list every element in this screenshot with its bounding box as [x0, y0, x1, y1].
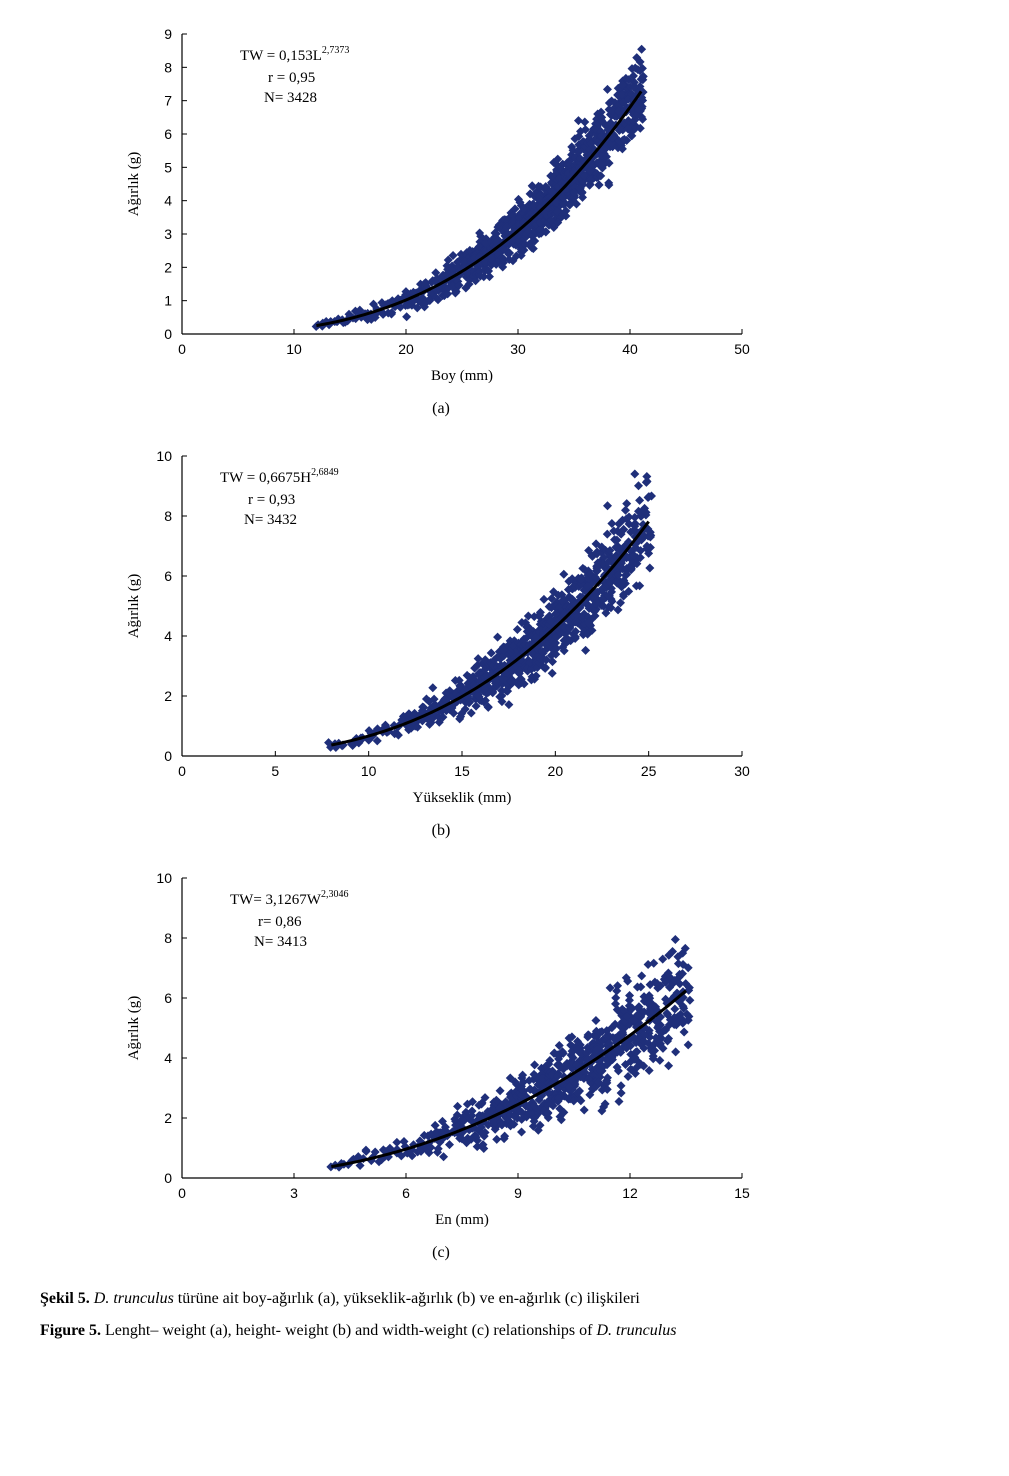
svg-text:r = 0,93: r = 0,93 [248, 492, 295, 508]
ytick-label: 10 [156, 870, 172, 886]
caption-tr-label: Şekil 5. [40, 1290, 90, 1307]
ytick-label: 4 [164, 193, 172, 209]
scatter-points [324, 469, 656, 751]
xtick-label: 0 [178, 1185, 186, 1201]
chart-sublabel-c: (c) [120, 1244, 762, 1262]
ytick-label: 6 [164, 990, 172, 1006]
xtick-label: 20 [548, 763, 564, 779]
ytick-label: 0 [164, 748, 172, 764]
caption-tr-species: D. trunculus [90, 1290, 174, 1307]
xtick-label: 3 [290, 1185, 298, 1201]
ytick-label: 4 [164, 1050, 172, 1066]
xtick-label: 0 [178, 341, 186, 357]
chart-sublabel-b: (b) [120, 822, 762, 840]
caption-en-species: D. trunculus [596, 1322, 676, 1339]
chart-c: 0 3 6 9 12 15 0 2 4 6 8 10 En (mm) Ağırlık (g) TW= 3,1… [120, 864, 762, 1236]
xtick-label: 10 [361, 763, 377, 779]
chart-sublabel-a: (a) [120, 400, 762, 418]
xtick-label: 15 [454, 763, 470, 779]
caption-tr-text: türüne ait boy-ağırlık (a), yükseklik-ağ… [174, 1290, 640, 1307]
scatter-points [326, 935, 694, 1172]
ytick-label: 3 [164, 226, 172, 242]
xtick-label: 5 [271, 763, 279, 779]
equation-annotation: TW = 0,6675H2,6849 r = 0,93 N= 3432 [220, 467, 339, 528]
x-axis-label: En (mm) [435, 1212, 489, 1228]
svg-text:TW = 0,6675H2,6849: TW = 0,6675H2,6849 [220, 467, 339, 486]
ytick-label: 2 [164, 688, 172, 704]
x-axis-label: Yükseklik (mm) [413, 790, 512, 806]
y-axis-label: Ağırlık (g) [126, 996, 142, 1061]
figure-caption: Şekil 5. D. trunculus türüne ait boy-ağı… [40, 1286, 969, 1343]
xtick-label: 6 [402, 1185, 410, 1201]
equation-annotation: TW= 3,1267W2,3046 r= 0,86 N= 3413 [230, 889, 348, 950]
ytick-label: 8 [164, 508, 172, 524]
xtick-label: 15 [734, 1185, 750, 1201]
equation-annotation: TW = 0,153L2,7373 r = 0,95 N= 3428 [240, 45, 349, 106]
ytick-label: 1 [164, 293, 172, 309]
xtick-label: 9 [514, 1185, 522, 1201]
svg-text:TW= 3,1267W2,3046: TW= 3,1267W2,3046 [230, 889, 348, 908]
chart-block-a: 0 10 20 30 40 50 0 1 2 3 4 5 6 7 8 9 Boy (mm) Ağırlık (g)… [120, 20, 969, 418]
ytick-label: 7 [164, 93, 172, 109]
svg-text:r= 0,86: r= 0,86 [258, 914, 302, 930]
ytick-label: 8 [164, 930, 172, 946]
xtick-label: 10 [286, 341, 302, 357]
xtick-label: 20 [398, 341, 414, 357]
scatter-points [312, 45, 648, 331]
chart-b: 0 5 10 15 20 25 30 0 2 4 6 8 10 Yükseklik (mm) Ağırlık… [120, 442, 762, 814]
xtick-label: 25 [641, 763, 657, 779]
ytick-label: 4 [164, 628, 172, 644]
chart-block-c: 0 3 6 9 12 15 0 2 4 6 8 10 En (mm) Ağırlık (g) TW= 3,1… [120, 864, 969, 1262]
caption-en-text-a: Lenght– weight (a), height- weight (b) a… [101, 1322, 596, 1339]
svg-text:r = 0,95: r = 0,95 [268, 70, 315, 86]
chart-a: 0 10 20 30 40 50 0 1 2 3 4 5 6 7 8 9 Boy (mm) Ağırlık (g)… [120, 20, 762, 392]
ytick-label: 10 [156, 448, 172, 464]
xtick-label: 12 [622, 1185, 638, 1201]
ytick-label: 2 [164, 1110, 172, 1126]
svg-text:N= 3432: N= 3432 [244, 512, 297, 528]
ytick-label: 6 [164, 126, 172, 142]
ytick-label: 2 [164, 259, 172, 275]
x-axis-label: Boy (mm) [431, 368, 493, 384]
ytick-label: 0 [164, 1170, 172, 1186]
ytick-label: 0 [164, 326, 172, 342]
ytick-label: 5 [164, 159, 172, 175]
chart-block-b: 0 5 10 15 20 25 30 0 2 4 6 8 10 Yükseklik (mm) Ağırlık… [120, 442, 969, 840]
caption-en-label: Figure 5. [40, 1322, 101, 1339]
y-axis-label: Ağırlık (g) [126, 152, 142, 217]
svg-text:N= 3413: N= 3413 [254, 934, 307, 950]
y-axis-label: Ağırlık (g) [126, 574, 142, 639]
xtick-label: 30 [734, 763, 750, 779]
svg-text:TW = 0,153L2,7373: TW = 0,153L2,7373 [240, 45, 349, 64]
xtick-label: 50 [734, 341, 750, 357]
ytick-label: 9 [164, 26, 172, 42]
xtick-label: 30 [510, 341, 526, 357]
xtick-label: 0 [178, 763, 186, 779]
svg-text:N= 3428: N= 3428 [264, 90, 317, 106]
ytick-label: 6 [164, 568, 172, 584]
xtick-label: 40 [622, 341, 638, 357]
ytick-label: 8 [164, 59, 172, 75]
